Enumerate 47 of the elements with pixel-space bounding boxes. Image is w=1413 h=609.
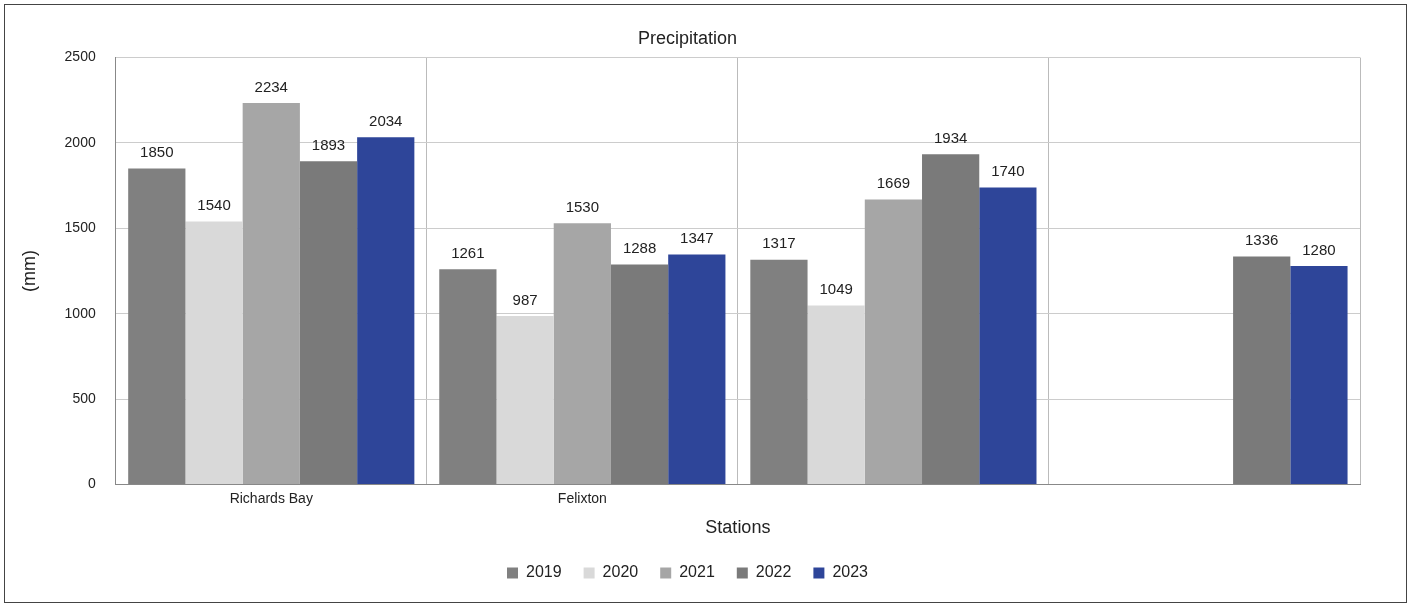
x-axis-title: Stations — [705, 517, 771, 538]
x-tick-label: Felixton — [557, 489, 607, 506]
bar — [922, 154, 980, 485]
data-label: 1850 — [140, 143, 174, 161]
bar — [553, 223, 611, 485]
chart-title: Precipitation — [637, 27, 738, 48]
legend-label: 2022 — [755, 563, 792, 581]
data-label: 1261 — [451, 243, 485, 261]
data-label: 1893 — [311, 135, 346, 153]
data-label: 2034 — [369, 111, 403, 129]
y-tick-label: 500 — [72, 390, 96, 407]
y-tick-label: 2500 — [64, 48, 96, 65]
data-label: 1049 — [819, 280, 853, 298]
bar — [864, 199, 923, 485]
data-label: 1934 — [933, 128, 968, 146]
data-label: 1288 — [622, 239, 657, 257]
bar — [185, 221, 243, 485]
legend-label: 2021 — [679, 563, 715, 581]
bar — [242, 103, 300, 485]
legend-label: 2020 — [602, 563, 639, 581]
bar — [1233, 256, 1291, 485]
bar — [1290, 265, 1348, 485]
bar — [807, 305, 865, 485]
data-label: 1540 — [197, 196, 231, 214]
data-label: 1317 — [762, 234, 796, 252]
legend-label: 2023 — [832, 563, 869, 581]
data-label: 2234 — [254, 77, 288, 95]
data-label: 1347 — [680, 229, 714, 247]
y-tick-label: 0 — [87, 475, 96, 492]
bar — [668, 254, 726, 485]
data-label: 1669 — [876, 174, 911, 192]
data-label: 1336 — [1245, 231, 1279, 249]
y-tick-label: 2000 — [64, 133, 96, 150]
bar — [610, 264, 669, 485]
bar — [496, 316, 554, 485]
y-tick-label: 1000 — [64, 304, 96, 321]
bar — [299, 161, 358, 485]
bar — [357, 137, 415, 485]
x-tick-label: Richards Bay — [229, 489, 313, 506]
legend-label: 2019 — [526, 563, 562, 581]
data-label: 1740 — [991, 162, 1025, 180]
data-label: 1530 — [565, 197, 600, 215]
data-label: 987 — [512, 290, 538, 308]
y-axis-title: (mm) — [18, 250, 39, 293]
bar — [979, 187, 1037, 485]
y-tick-label: 1500 — [64, 219, 96, 236]
data-label: 1280 — [1302, 240, 1336, 258]
